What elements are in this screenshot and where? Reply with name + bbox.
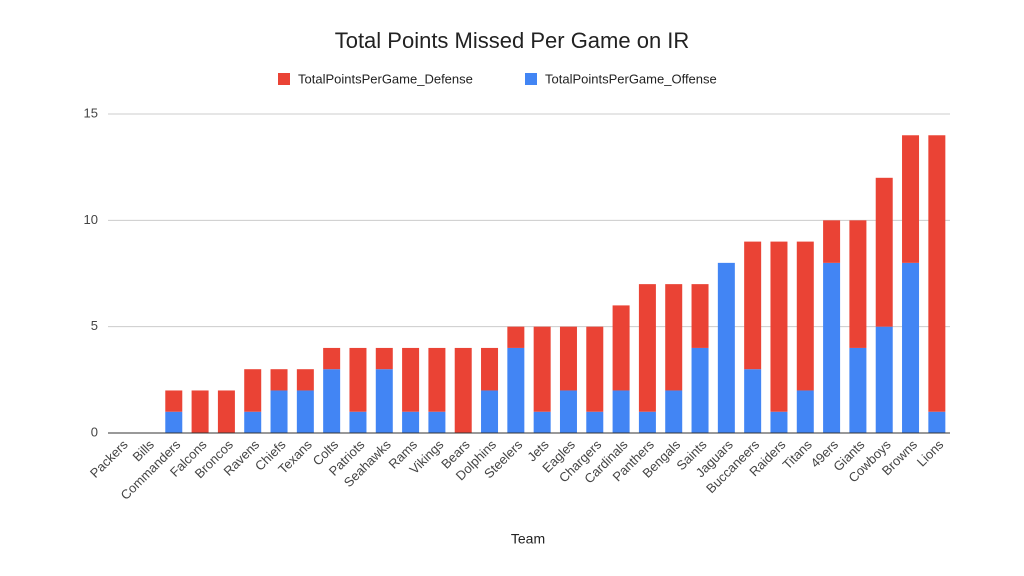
bar-segment [191,390,209,433]
legend-swatch [278,73,290,85]
bar-segment [586,326,604,412]
y-tick-label: 0 [91,424,98,439]
bar-segment [559,390,577,433]
bar-segment [296,369,314,391]
bar-segment [349,411,367,433]
bar-segment [875,177,893,327]
bar-segment [691,347,709,433]
bar-segment [638,411,656,433]
y-tick-label: 5 [91,318,98,333]
bar-segment [481,390,499,433]
bar-segment [875,326,893,433]
bar-segment [375,369,393,433]
bar-segment [244,369,262,412]
bar-segment [454,347,472,433]
x-tick-label: Lions [914,437,947,470]
bar-segment [849,220,867,348]
bar-segment [323,369,341,433]
bar-segment [428,347,446,412]
bar-segment [665,284,683,391]
bar-segment [928,135,946,412]
bar-segment [533,411,551,433]
bar-segment [481,347,499,391]
bar-segment [402,411,420,433]
bar-segment [270,369,288,391]
legend-label: TotalPointsPerGame_Defense [298,71,473,86]
x-tick-label: Packers [87,437,131,481]
bar-segment [612,305,630,391]
bar-segment [244,411,262,433]
bar-segment [796,241,814,391]
bar-segment [428,411,446,433]
bar-segment [349,347,367,412]
bar-segment [717,262,735,433]
bar-segment [744,241,762,370]
bar-segment [533,326,551,412]
chart-title: Total Points Missed Per Game on IR [335,28,690,53]
bar-segment [375,347,393,370]
bar-segment [612,390,630,433]
legend-label: TotalPointsPerGame_Offense [545,71,717,86]
bar-segment [323,347,341,370]
bar-segment [586,411,604,433]
bar-segment [638,284,656,412]
bar-segment [165,390,183,412]
bar-segment [665,390,683,433]
bar-segment [559,326,577,391]
x-axis-title: Team [511,531,545,547]
legend-swatch [525,73,537,85]
bar-segment [744,369,762,433]
bar-segment [902,135,920,263]
bar-segment [507,347,525,433]
bar-segment [849,347,867,433]
bar-segment [691,284,709,348]
bar-segment [770,241,788,412]
bar-segment [507,326,525,348]
bar-segment [402,347,420,412]
bar-segment [165,411,183,433]
bar-segment [217,390,235,433]
bar-segment [928,411,946,433]
bar-segment [296,390,314,433]
bar-segment [902,262,920,433]
bar-segment [796,390,814,433]
bar-segment [823,262,841,433]
bar-segment [823,220,841,263]
bar-segment [270,390,288,433]
y-tick-label: 10 [84,212,98,227]
y-tick-label: 15 [84,105,98,120]
bar-segment [770,411,788,433]
x-tick-label: Titans [780,437,816,473]
